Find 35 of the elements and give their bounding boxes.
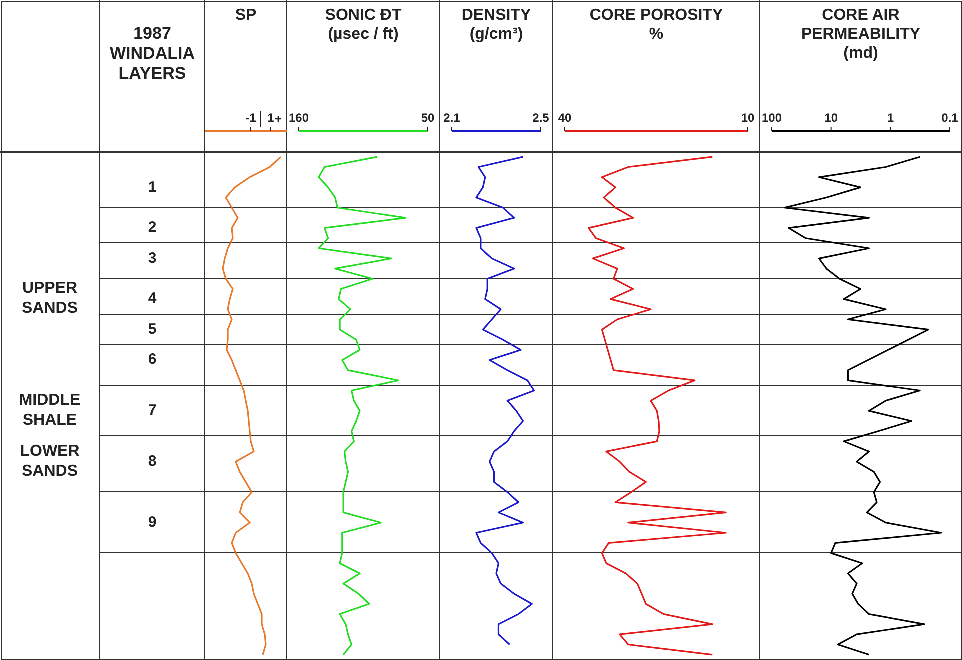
category-label: 9 bbox=[147, 512, 158, 533]
x-tick-label: 100 bbox=[762, 111, 782, 125]
category-label: 3 bbox=[147, 248, 158, 269]
x-tick-label: 40 bbox=[558, 111, 572, 125]
category-label: 7 bbox=[147, 401, 158, 422]
x-tick-label: -1 bbox=[246, 111, 257, 125]
text: + bbox=[275, 112, 282, 126]
x-tick-label: 10 bbox=[824, 111, 838, 125]
category-label: 1 bbox=[147, 178, 158, 198]
x-axis-title: % bbox=[648, 25, 665, 44]
x-tick-label: 0.1 bbox=[942, 111, 959, 125]
category-label: 2 bbox=[147, 218, 158, 238]
x-tick-label: 160 bbox=[288, 111, 310, 125]
x-tick-label: 1 bbox=[887, 111, 894, 125]
category-label: 6 bbox=[147, 350, 158, 370]
x-tick-label: 10 bbox=[741, 111, 755, 125]
chart-title: DENSITY bbox=[460, 6, 532, 25]
x-axis-title: (md) bbox=[842, 44, 880, 63]
x-tick-label: 1 bbox=[268, 111, 275, 125]
x-tick-label: 50 bbox=[421, 111, 435, 125]
text: UPPER SANDS bbox=[22, 280, 78, 318]
text: MIDDLE SHALE bbox=[19, 392, 81, 430]
category-label: 4 bbox=[147, 289, 158, 310]
text: LOWER SANDS bbox=[20, 442, 80, 480]
category-label: 8 bbox=[147, 452, 158, 472]
chart-title: CORE AIR PERMEABILITY bbox=[800, 6, 922, 44]
x-tick-label: 2.1 bbox=[444, 111, 461, 125]
chart-title: SONIC ĐT bbox=[324, 6, 403, 25]
chart-title: CORE POROSITY bbox=[588, 6, 724, 25]
text: 1987 WINDALIA LAYERS bbox=[109, 24, 196, 84]
chart-title: SP bbox=[234, 6, 258, 25]
x-tick-label: 2.5 bbox=[532, 111, 550, 125]
category-label: 5 bbox=[147, 320, 158, 340]
x-axis-title: (µsec / ft) bbox=[327, 25, 400, 44]
x-axis-title: (g/cm³) bbox=[468, 25, 524, 44]
